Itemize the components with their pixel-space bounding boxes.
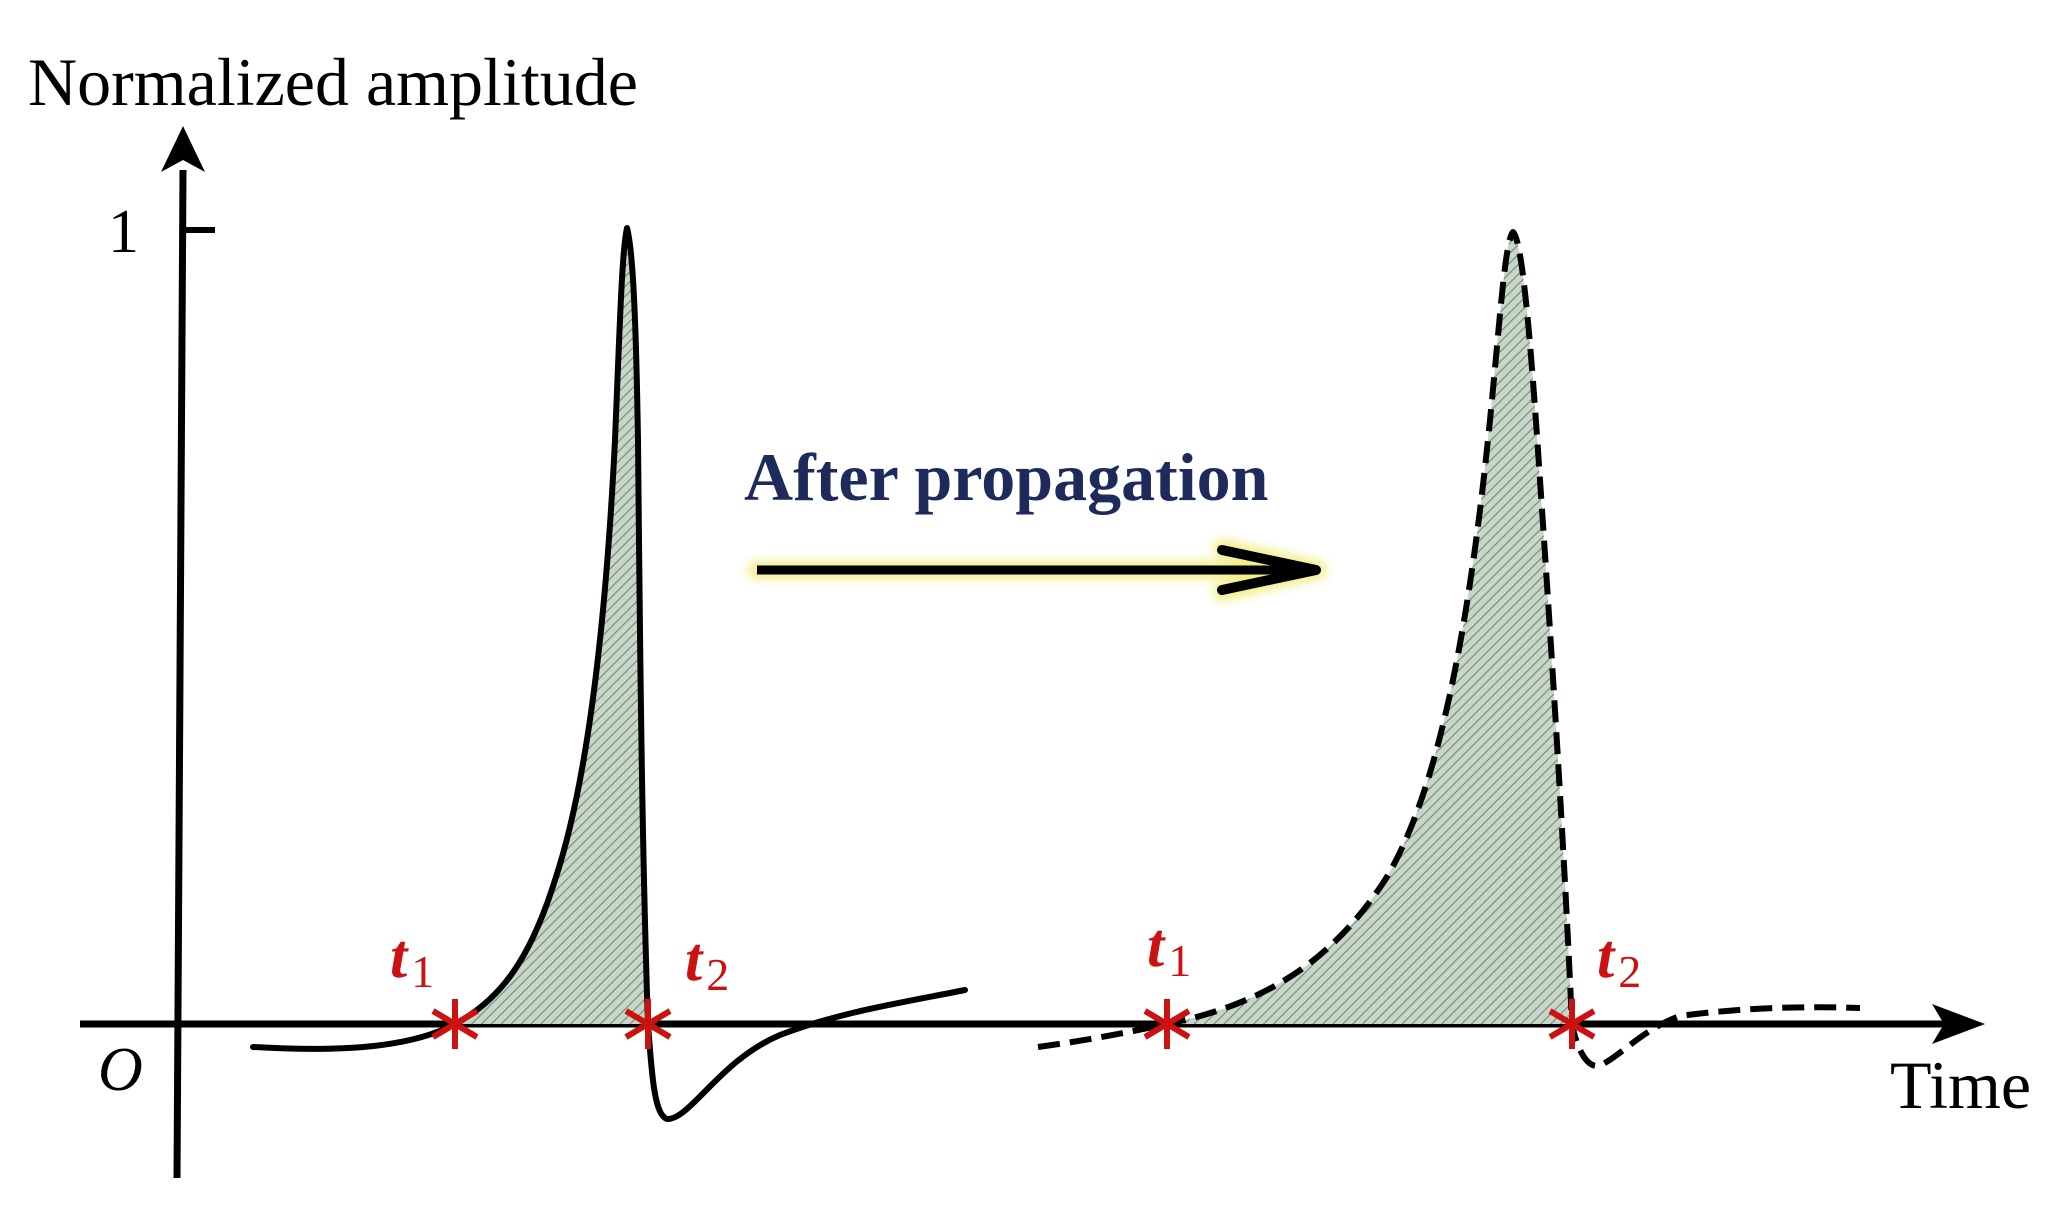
label-t1-propagated-sub: 1 — [1168, 935, 1191, 986]
original-pulse-curve — [250, 225, 968, 1123]
marker-t1-original — [431, 999, 479, 1049]
y-axis-arrowhead — [161, 126, 205, 172]
propagation-arrow-group: After propagation — [744, 439, 1327, 601]
marker-t2-propagated — [1548, 999, 1596, 1049]
label-t1-propagated-main: t — [1147, 912, 1166, 980]
original-pulse-fill — [455, 228, 648, 1024]
propagation-arrowhead — [1217, 545, 1321, 595]
x-axis-arrowhead — [1932, 1004, 1985, 1044]
label-t2-original: t2 — [685, 926, 729, 1000]
y-axis — [173, 169, 187, 1179]
original-pulse — [250, 225, 968, 1123]
y-tick-label: 1 — [108, 198, 139, 266]
marker-t2-original — [624, 999, 672, 1049]
label-t1-original-sub: 1 — [411, 946, 434, 997]
propagated-pulse — [1037, 229, 1861, 1069]
label-t1-original-main: t — [390, 923, 409, 991]
label-t2-original-main: t — [685, 926, 704, 994]
y-axis-title: Normalized amplitude — [28, 44, 638, 120]
label-t2-propagated-sub: 2 — [1618, 946, 1641, 997]
propagation-label: After propagation — [744, 439, 1268, 515]
label-t1-original: t1 — [390, 923, 434, 997]
label-t2-original-sub: 2 — [706, 949, 729, 1000]
marker-t1-propagated — [1143, 999, 1191, 1049]
propagated-pulse-fill — [1167, 232, 1572, 1024]
x-axis-title: Time — [1890, 1047, 2031, 1123]
origin-label: O — [98, 1036, 143, 1104]
axes — [80, 126, 1985, 1179]
label-t2-propagated-main: t — [1597, 923, 1616, 991]
propagated-pulse-curve — [1037, 229, 1861, 1069]
label-t2-propagated: t2 — [1597, 923, 1641, 997]
label-t1-propagated: t1 — [1147, 912, 1191, 986]
